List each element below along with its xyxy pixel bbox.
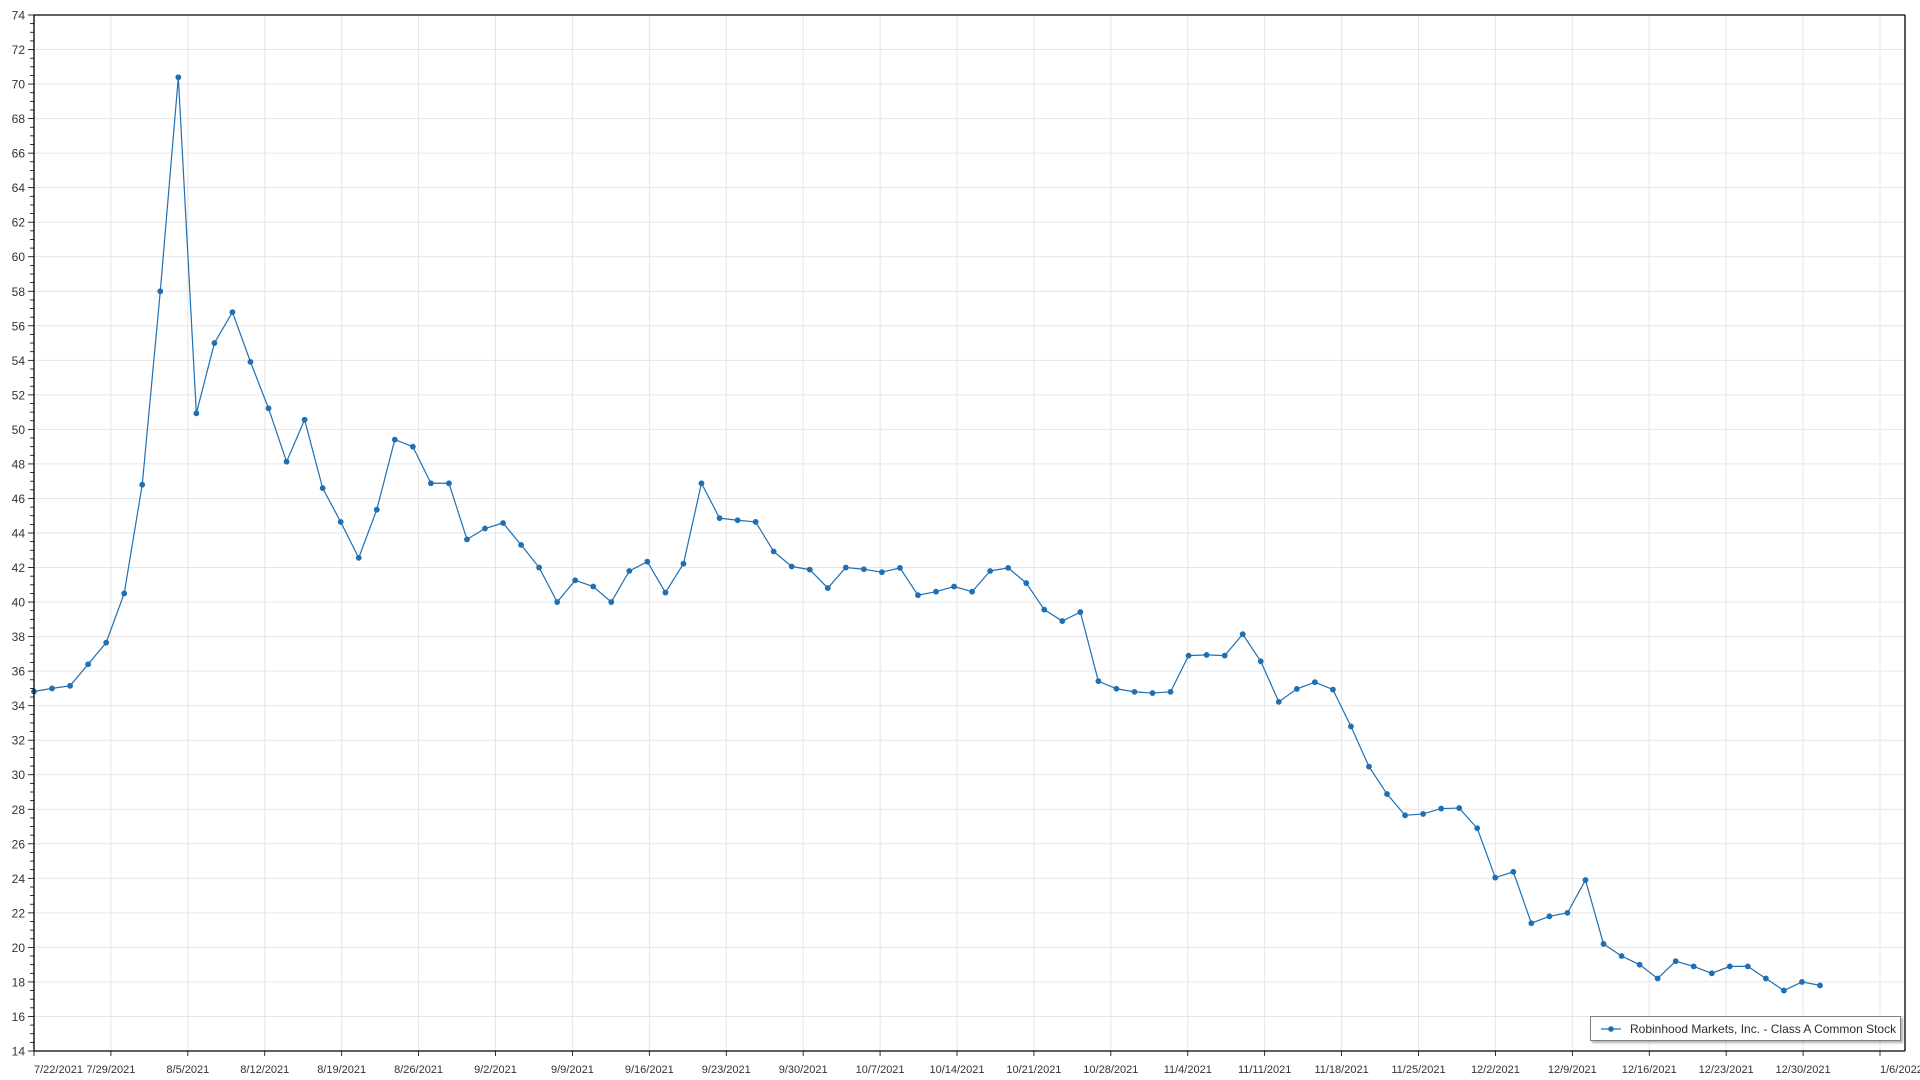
svg-text:48: 48 xyxy=(12,457,26,471)
svg-text:70: 70 xyxy=(12,78,26,92)
svg-text:66: 66 xyxy=(12,147,26,161)
svg-text:74: 74 xyxy=(12,9,26,23)
svg-text:68: 68 xyxy=(12,112,26,126)
svg-text:52: 52 xyxy=(12,388,26,402)
svg-text:54: 54 xyxy=(12,354,26,368)
svg-text:10/21/2021: 10/21/2021 xyxy=(1006,1064,1061,1076)
svg-text:8/26/2021: 8/26/2021 xyxy=(394,1064,443,1076)
svg-text:64: 64 xyxy=(12,181,26,195)
svg-text:34: 34 xyxy=(12,699,26,713)
svg-text:14: 14 xyxy=(12,1045,26,1059)
svg-text:28: 28 xyxy=(12,803,26,817)
svg-text:10/7/2021: 10/7/2021 xyxy=(856,1064,905,1076)
svg-text:36: 36 xyxy=(12,665,26,679)
svg-text:62: 62 xyxy=(12,216,26,230)
svg-text:26: 26 xyxy=(12,837,26,851)
svg-text:32: 32 xyxy=(12,734,26,748)
svg-text:12/23/2021: 12/23/2021 xyxy=(1699,1064,1754,1076)
svg-text:16: 16 xyxy=(12,1010,26,1024)
svg-text:10/28/2021: 10/28/2021 xyxy=(1083,1064,1138,1076)
svg-text:10/14/2021: 10/14/2021 xyxy=(929,1064,984,1076)
svg-text:56: 56 xyxy=(12,319,26,333)
svg-text:9/30/2021: 9/30/2021 xyxy=(779,1064,828,1076)
svg-text:11/25/2021: 11/25/2021 xyxy=(1391,1064,1445,1076)
svg-text:20: 20 xyxy=(12,941,26,955)
svg-text:1/6/2022: 1/6/2022 xyxy=(1880,1064,1920,1076)
svg-text:11/18/2021: 11/18/2021 xyxy=(1314,1064,1368,1076)
svg-text:24: 24 xyxy=(12,872,26,886)
svg-text:8/19/2021: 8/19/2021 xyxy=(317,1064,366,1076)
svg-text:7/22/2021: 7/22/2021 xyxy=(34,1064,83,1076)
svg-text:8/5/2021: 8/5/2021 xyxy=(166,1064,209,1076)
svg-text:9/2/2021: 9/2/2021 xyxy=(474,1064,517,1076)
svg-text:9/23/2021: 9/23/2021 xyxy=(702,1064,751,1076)
svg-text:50: 50 xyxy=(12,423,26,437)
svg-text:7/29/2021: 7/29/2021 xyxy=(86,1064,135,1076)
svg-text:30: 30 xyxy=(12,768,26,782)
svg-text:12/2/2021: 12/2/2021 xyxy=(1471,1064,1520,1076)
svg-text:46: 46 xyxy=(12,492,26,506)
svg-text:44: 44 xyxy=(12,527,26,541)
svg-text:12/16/2021: 12/16/2021 xyxy=(1622,1064,1677,1076)
svg-text:11/11/2021: 11/11/2021 xyxy=(1238,1064,1291,1076)
svg-text:18: 18 xyxy=(12,975,26,989)
svg-text:40: 40 xyxy=(12,596,26,610)
svg-text:9/9/2021: 9/9/2021 xyxy=(551,1064,594,1076)
svg-text:12/30/2021: 12/30/2021 xyxy=(1776,1064,1831,1076)
svg-text:11/4/2021: 11/4/2021 xyxy=(1164,1064,1212,1076)
svg-text:8/12/2021: 8/12/2021 xyxy=(240,1064,289,1076)
svg-text:22: 22 xyxy=(12,906,26,920)
svg-text:72: 72 xyxy=(12,43,26,57)
svg-text:12/9/2021: 12/9/2021 xyxy=(1548,1064,1597,1076)
svg-text:38: 38 xyxy=(12,630,26,644)
svg-text:9/16/2021: 9/16/2021 xyxy=(625,1064,674,1076)
svg-text:58: 58 xyxy=(12,285,26,299)
svg-text:60: 60 xyxy=(12,250,26,264)
svg-text:42: 42 xyxy=(12,561,26,575)
